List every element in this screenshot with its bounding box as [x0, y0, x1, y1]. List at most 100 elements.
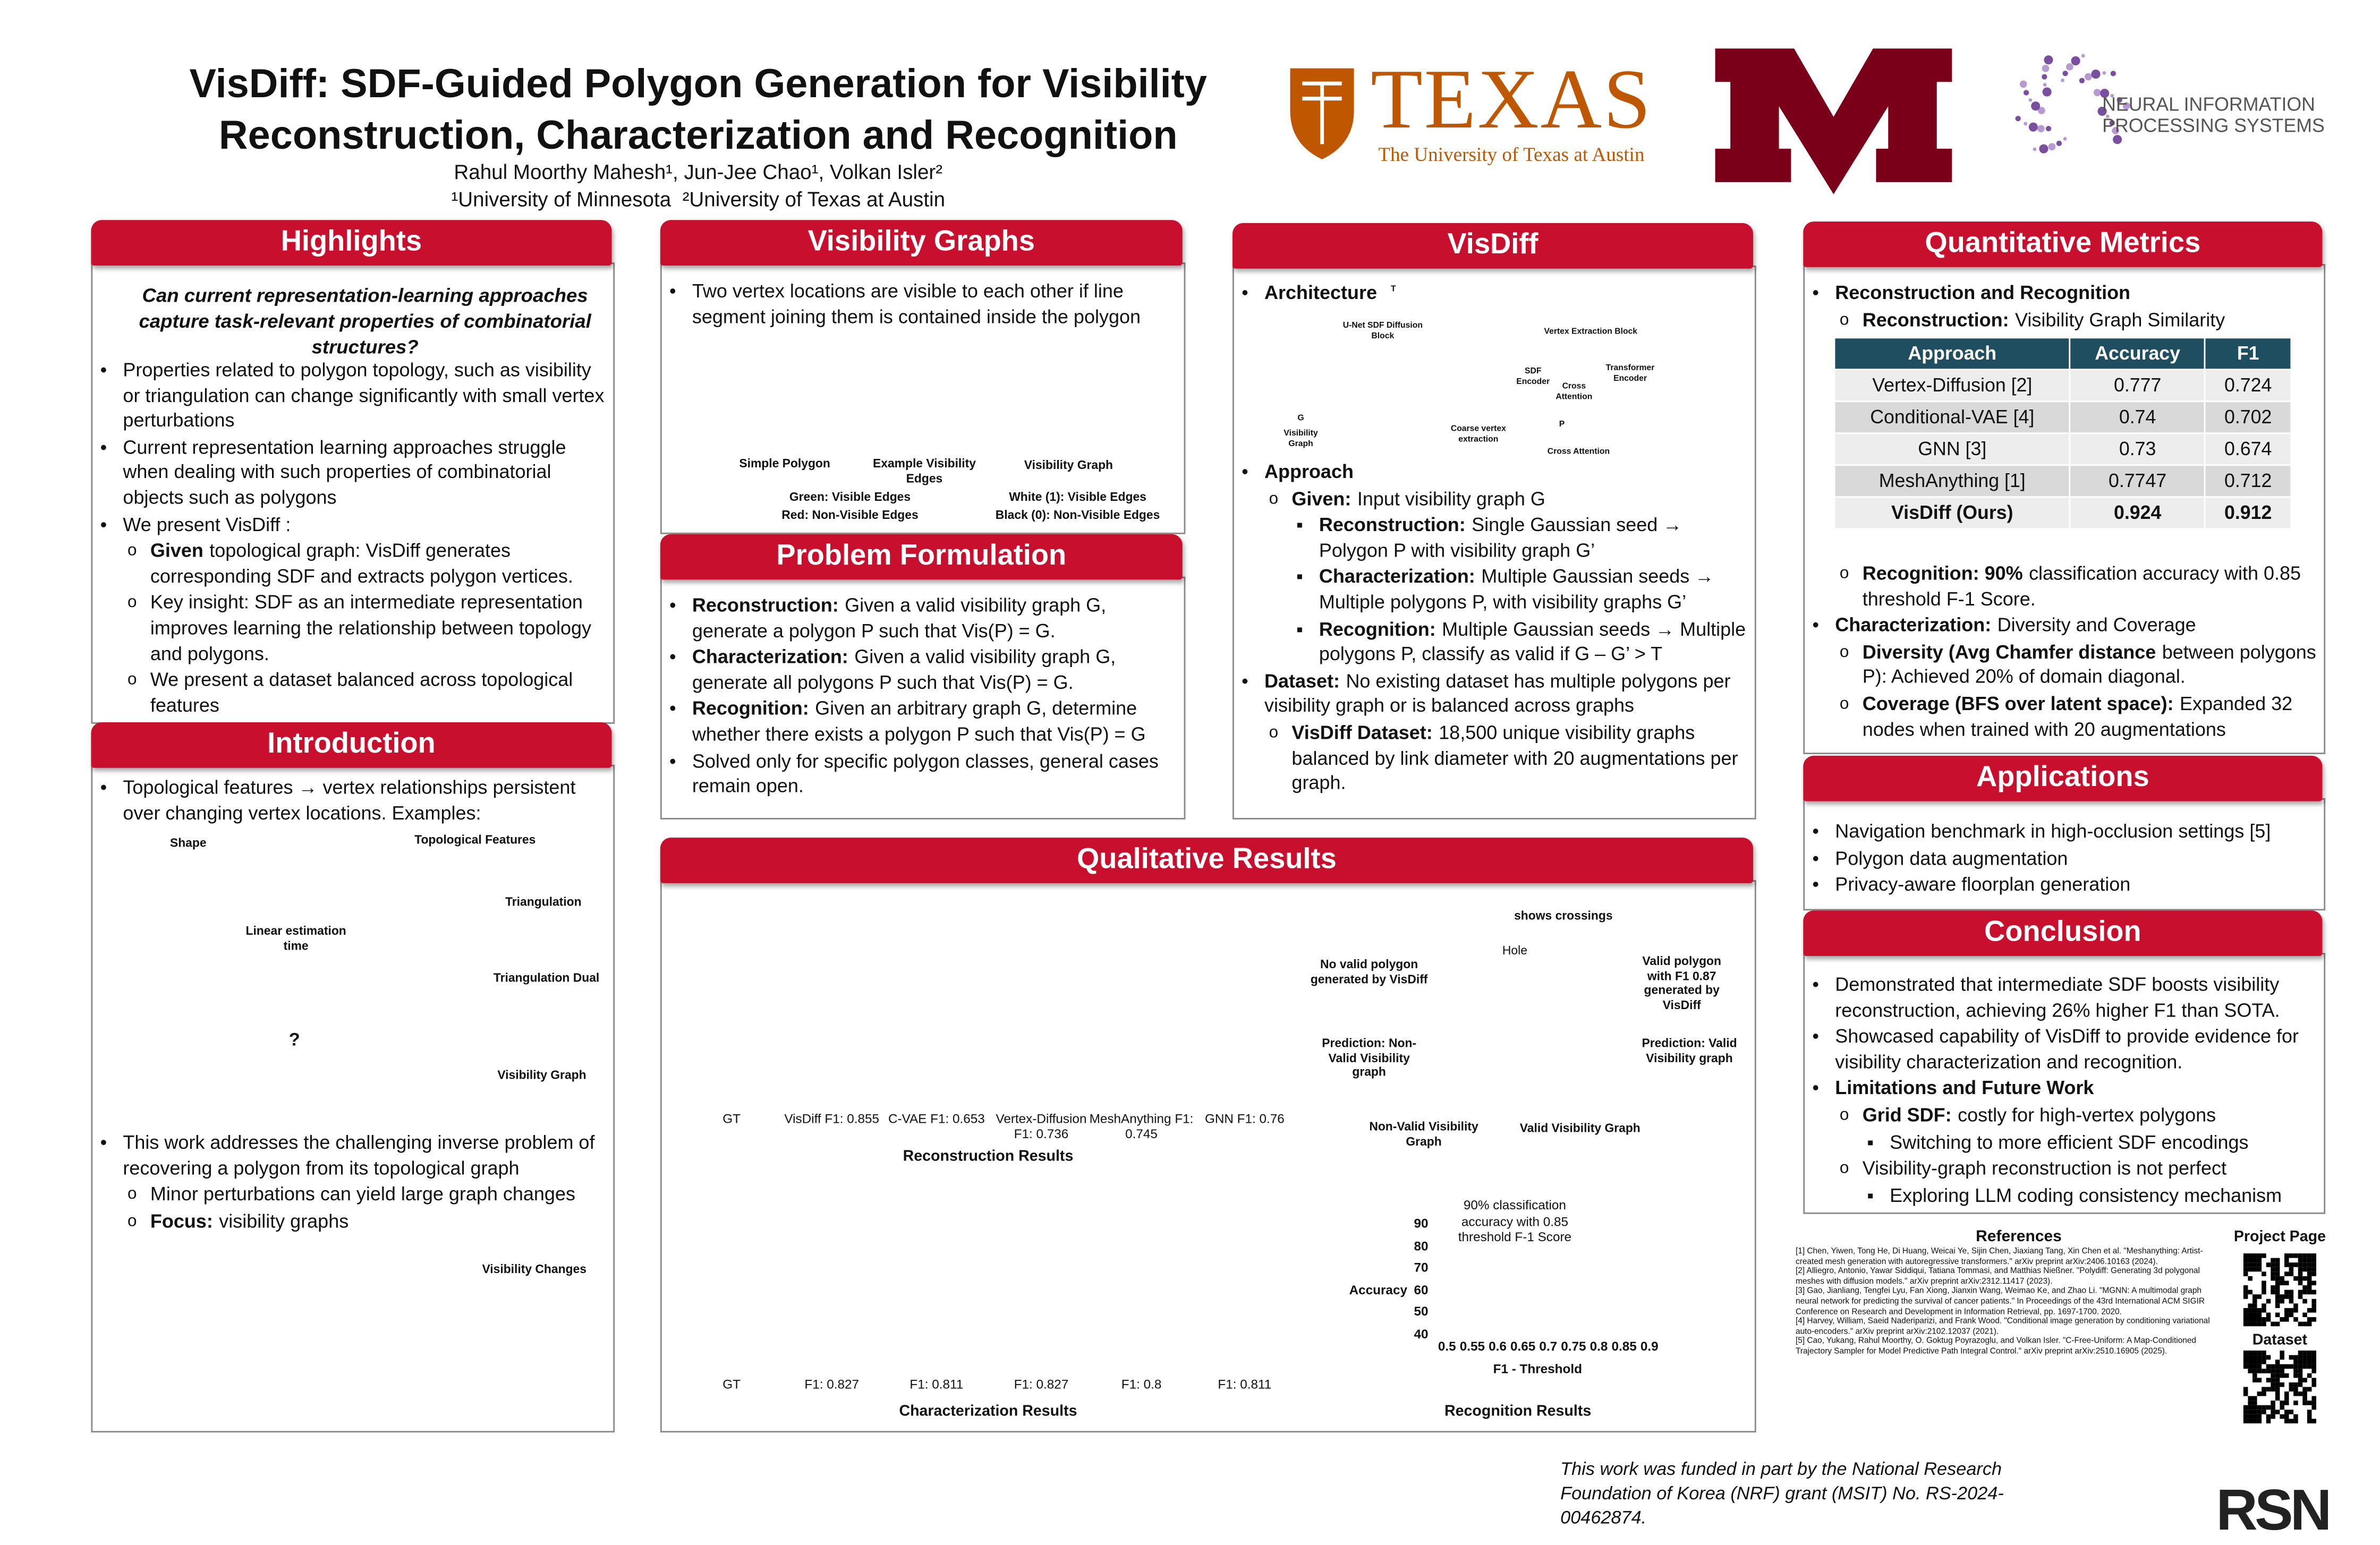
qr-cell: [2252, 1253, 2257, 1258]
figure-label: GT: [722, 1376, 741, 1392]
qr-cell: [2289, 1271, 2294, 1276]
figure-label: Triangulation: [505, 895, 582, 909]
qr-cell: [2252, 1373, 2257, 1378]
reference: [5] Cao, Yukang, Rahul Moorthy, O. Goktu…: [1796, 1337, 2196, 1357]
qr-cell: [2248, 1419, 2252, 1423]
qr-cell: [2298, 1294, 2303, 1299]
figure-label: Cross Attention: [1556, 382, 1593, 402]
bullet-lead: Reconstruction and Recognition: [1835, 282, 2131, 304]
qr-cell: [2307, 1253, 2312, 1258]
qr-cell: [2271, 1262, 2275, 1267]
bullet-text: Given a valid visibility graph G, genera…: [692, 646, 1116, 694]
reference: [1] Chen, Yiwen, Tong He, Di Huang, Weic…: [1796, 1247, 2203, 1267]
qr-cell: [2275, 1285, 2280, 1290]
figure-label: No valid polygon generated by VisDiff: [1310, 957, 1428, 986]
qr-cell: [2262, 1387, 2266, 1392]
qr-cell: [2298, 1281, 2303, 1285]
table-header-cell: Accuracy: [2069, 337, 2206, 371]
qr-cell: [2266, 1262, 2271, 1267]
bullet-text: No existing dataset has multiple polygon…: [1264, 670, 1731, 717]
qr-cell: [2257, 1308, 2262, 1313]
table-cell: 0.712: [2204, 464, 2292, 498]
qr-cell: [2311, 1303, 2316, 1308]
bullet-lead: Reconstruction:: [1862, 309, 2009, 330]
qr-cell: [2284, 1392, 2289, 1396]
qr-cell: [2280, 1294, 2284, 1299]
qr-cell: [2275, 1262, 2280, 1267]
qr-cell: [2243, 1262, 2248, 1267]
qr-cell: [2284, 1258, 2289, 1263]
qr-cell: [2284, 1312, 2289, 1317]
qr-cell: [2271, 1258, 2275, 1263]
bullet-lead: Dataset:: [1264, 670, 1340, 692]
bullet-lead: Recognition:: [692, 698, 809, 720]
neurips-dot: [2048, 143, 2056, 151]
qr-cell: [2271, 1267, 2275, 1272]
qr-cell: [2257, 1294, 2262, 1299]
bullet-text: Given an arbitrary graph G, determine wh…: [692, 698, 1146, 745]
qr-cell: [2262, 1410, 2266, 1414]
qr-cell: [2284, 1317, 2289, 1322]
figure-label: Valid polygon with F1 0.87 generated by …: [1642, 954, 1721, 1012]
qr-cell: [2275, 1360, 2280, 1364]
bullet-text: Visibility-graph reconstruction is not p…: [1862, 1158, 2227, 1180]
table-row: VisDiff (Ours) 0.924 0.912: [1833, 496, 2292, 530]
texas-logo: TEXAS: [1371, 53, 1652, 148]
texas-shield-inner: [1302, 81, 1342, 144]
qr-cell: [2298, 1378, 2303, 1382]
bullet-lead: Reconstruction:: [1319, 515, 1466, 536]
qr-cell: [2266, 1364, 2271, 1369]
figure-label: Valid Visibility Graph: [1519, 1121, 1640, 1136]
qr-cell: [2289, 1364, 2294, 1369]
qr-cell: [2275, 1378, 2280, 1382]
neurips-dot: [2062, 71, 2068, 76]
table-header-cell: F1: [2204, 337, 2292, 371]
references-title: References: [1976, 1227, 2062, 1246]
qr-cell: [2243, 1321, 2248, 1327]
neurips-dot: [2061, 78, 2064, 82]
qr-cell: [2284, 1401, 2289, 1405]
neurips-dot: [2091, 70, 2101, 79]
qr-cell: [2298, 1392, 2303, 1396]
bullet-list: Reconstruction and Recognition Reconstruc…: [1803, 281, 2319, 335]
qr-cell: [2293, 1414, 2298, 1419]
bullet-item: Characterization:Given a valid visibilit…: [660, 645, 1176, 696]
qr-cell: [2266, 1312, 2271, 1317]
reference: [2] Alliegro, Antonio, Yawar Siddiqui, T…: [1796, 1267, 2200, 1287]
bullet-item: Characterization:Diversity and Coverage: [1803, 613, 2319, 638]
bullet-item: This work addresses the challenging inve…: [91, 1131, 607, 1181]
qr-cell: [2284, 1364, 2289, 1369]
qr-cell: [2298, 1290, 2303, 1295]
qr-cell: [2262, 1350, 2266, 1355]
qr-cell: [2252, 1355, 2257, 1360]
x-tick-label: 0.65: [1510, 1338, 1536, 1354]
bullet-text: between polygons P): Achieved 20% of dom…: [1862, 641, 2316, 688]
qr-cell: [2257, 1258, 2262, 1263]
qr-cell: [2257, 1262, 2262, 1267]
qr-cell: [2311, 1382, 2316, 1387]
bullet-text: Multiple Gaussian seeds → Multiple polyg…: [1319, 618, 1746, 665]
bullet-text: Given a valid visibility graph G, genera…: [692, 595, 1107, 642]
figure-label: F1: 0.827: [1014, 1376, 1069, 1392]
qr-cell: [2271, 1364, 2275, 1369]
bullet-text: Polygon data augmentation: [1835, 847, 2068, 869]
qr-cell: [2248, 1317, 2252, 1322]
figure-label: Transformer Encoder: [1605, 364, 1655, 383]
bullet-text: Diversity and Coverage: [1997, 614, 2196, 636]
bullet-lead: Given: [150, 540, 203, 562]
title: VisDiff: SDF-Guided Polygon Generation f…: [189, 61, 1208, 106]
qr-cell: [2280, 1414, 2284, 1419]
project-page-label: Project Page: [2233, 1229, 2326, 1246]
bullet-text: This work addresses the challenging inve…: [123, 1132, 595, 1179]
table-cell: VisDiff (Ours): [1833, 496, 2071, 530]
qr-cell: [2307, 1258, 2312, 1263]
funding: This work was funded in part by the Nati…: [1560, 1458, 2004, 1529]
bullet-item: Solved only for specific polygon classes…: [660, 749, 1176, 799]
qr-cell: [2252, 1262, 2257, 1267]
neurips-dot: [2116, 97, 2122, 103]
qr-cell: [2302, 1285, 2307, 1290]
bullet-item: Limitations and Future Work: [1803, 1077, 2319, 1102]
section-header: VisDiff: [1232, 223, 1753, 269]
bullet-text: Expanded 32 nodes when trained with 20 a…: [1862, 693, 2293, 740]
